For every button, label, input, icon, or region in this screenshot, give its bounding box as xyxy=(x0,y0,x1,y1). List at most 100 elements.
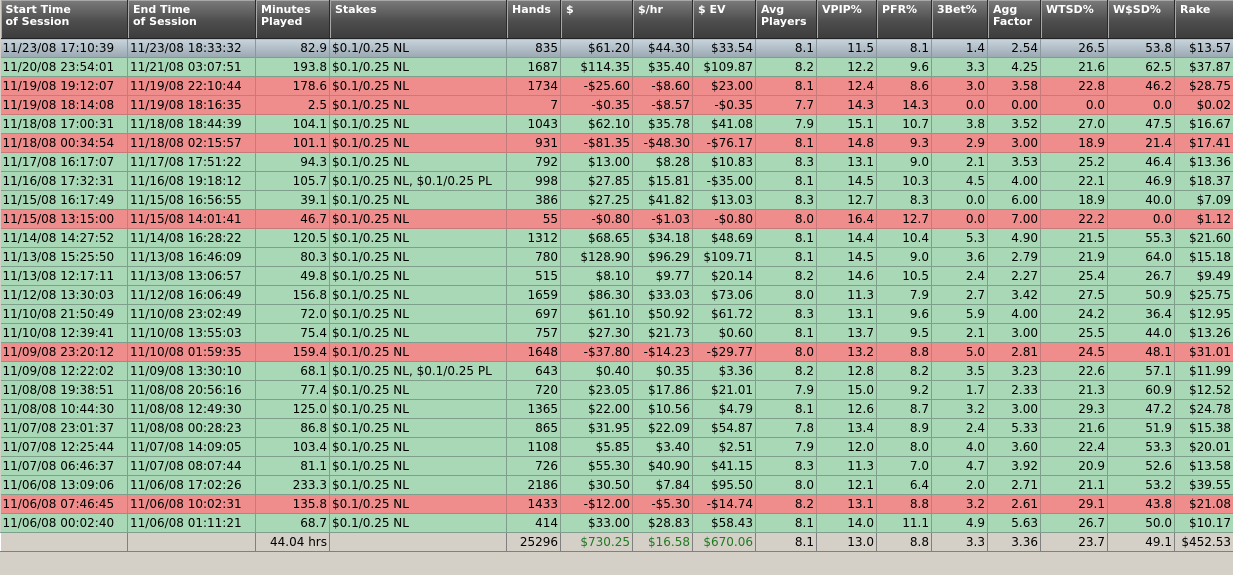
table-row[interactable]: 11/07/08 06:46:37 11/07/08 08:07:44 81.1 $0… xyxy=(0,456,1233,476)
cell-pfr: 10.7 xyxy=(876,114,932,134)
cell-rake: $18.37 xyxy=(1174,171,1233,191)
total-agg-factor: 3.36 xyxy=(987,532,1041,552)
cell-minutes-played: 68.1 xyxy=(255,361,330,381)
column-header-start-time[interactable]: Start Time of Session xyxy=(0,0,128,39)
cell-dollars: $62.10 xyxy=(560,114,633,134)
cell-end-time: 11/21/08 03:07:51 xyxy=(127,57,256,77)
table-row[interactable]: 11/06/08 13:09:06 11/06/08 17:02:26 233.3 $… xyxy=(0,475,1233,495)
cell-three-bet: 1.4 xyxy=(931,38,988,58)
cell-agg-factor: 0.00 xyxy=(987,95,1041,115)
cell-hands: 7 xyxy=(506,95,561,115)
table-row[interactable]: 11/10/08 12:39:41 11/10/08 13:55:03 75.4 $0… xyxy=(0,323,1233,343)
column-header-stakes[interactable]: Stakes xyxy=(329,0,507,39)
table-row[interactable]: 11/14/08 14:27:52 11/14/08 16:28:22 120.5 $… xyxy=(0,228,1233,248)
cell-hands: 386 xyxy=(506,190,561,210)
cell-start-time: 11/09/08 23:20:12 xyxy=(0,342,128,362)
column-header-sublabel: Factor xyxy=(993,15,1033,28)
table-row[interactable]: 11/09/08 12:22:02 11/09/08 13:30:10 68.1 $0… xyxy=(0,361,1233,381)
cell-start-time: 11/20/08 23:54:01 xyxy=(0,57,128,77)
table-row[interactable]: 11/19/08 19:12:07 11/19/08 22:10:44 178.6 $… xyxy=(0,76,1233,96)
cell-dollars-per-hour: -$1.03 xyxy=(632,209,693,229)
cell-rake: $12.95 xyxy=(1174,304,1233,324)
cell-rake: $21.08 xyxy=(1174,494,1233,514)
table-row[interactable]: 11/19/08 18:14:08 11/19/08 18:16:35 2.5 $0.… xyxy=(0,95,1233,115)
column-header-agg-factor[interactable]: Agg Factor xyxy=(987,0,1041,39)
table-row[interactable]: 11/08/08 10:44:30 11/08/08 12:49:30 125.0 $… xyxy=(0,399,1233,419)
column-header-three-bet[interactable]: 3Bet% xyxy=(931,0,988,39)
cell-dollars-per-hour: $8.28 xyxy=(632,152,693,172)
column-header-end-time[interactable]: End Time of Session xyxy=(127,0,256,39)
sessions-table: Start Time of Session End Time of Session Mi… xyxy=(0,0,1233,552)
cell-minutes-played: 80.3 xyxy=(255,247,330,267)
column-header-dollars-per-hour[interactable]: $/hr xyxy=(632,0,693,39)
cell-end-time: 11/06/08 01:11:21 xyxy=(127,513,256,533)
column-header-dollars-ev[interactable]: $ EV xyxy=(692,0,756,39)
column-header-hands[interactable]: Hands xyxy=(506,0,561,39)
table-row[interactable]: 11/13/08 12:17:11 11/13/08 13:06:57 49.8 $0… xyxy=(0,266,1233,286)
table-row[interactable]: 11/13/08 15:25:50 11/13/08 16:46:09 80.3 $0… xyxy=(0,247,1233,267)
cell-wtsd: 21.3 xyxy=(1040,380,1108,400)
cell-dollars-per-hour: -$8.57 xyxy=(632,95,693,115)
cell-agg-factor: 7.00 xyxy=(987,209,1041,229)
cell-agg-factor: 2.79 xyxy=(987,247,1041,267)
cell-minutes-played: 104.1 xyxy=(255,114,330,134)
cell-vpip: 14.5 xyxy=(816,247,877,267)
column-header-vpip[interactable]: VPIP% xyxy=(816,0,877,39)
table-row[interactable]: 11/20/08 23:54:01 11/21/08 03:07:51 193.8 $… xyxy=(0,57,1233,77)
table-row[interactable]: 11/07/08 12:25:44 11/07/08 14:09:05 103.4 $… xyxy=(0,437,1233,457)
cell-wsd: 53.3 xyxy=(1107,437,1175,457)
cell-three-bet: 0.0 xyxy=(931,209,988,229)
cell-three-bet: 2.1 xyxy=(931,323,988,343)
table-row[interactable]: 11/23/08 17:10:39 11/23/08 18:33:32 82.9 $0… xyxy=(0,38,1233,58)
cell-minutes-played: 193.8 xyxy=(255,57,330,77)
cell-dollars: -$12.00 xyxy=(560,494,633,514)
cell-vpip: 16.4 xyxy=(816,209,877,229)
column-header-minutes-played[interactable]: Minutes Played xyxy=(255,0,330,39)
cell-dollars-per-hour: $21.73 xyxy=(632,323,693,343)
cell-pfr: 10.4 xyxy=(876,228,932,248)
cell-pfr: 6.4 xyxy=(876,475,932,495)
cell-pfr: 9.5 xyxy=(876,323,932,343)
column-header-wtsd[interactable]: WTSD% xyxy=(1040,0,1108,39)
cell-agg-factor: 3.58 xyxy=(987,76,1041,96)
table-row[interactable]: 11/17/08 16:17:07 11/17/08 17:51:22 94.3 $0… xyxy=(0,152,1233,172)
cell-rake: $13.57 xyxy=(1174,38,1233,58)
table-row[interactable]: 11/07/08 23:01:37 11/08/08 00:28:23 86.8 $0… xyxy=(0,418,1233,438)
table-row[interactable]: 11/08/08 19:38:51 11/08/08 20:56:16 77.4 $0… xyxy=(0,380,1233,400)
cell-dollars: $27.85 xyxy=(560,171,633,191)
cell-dollars: $30.50 xyxy=(560,475,633,495)
table-row[interactable]: 11/10/08 21:50:49 11/10/08 23:02:49 72.0 $0… xyxy=(0,304,1233,324)
cell-dollars-per-hour: -$5.30 xyxy=(632,494,693,514)
column-header-avg-players[interactable]: Avg Players xyxy=(755,0,817,39)
cell-three-bet: 4.9 xyxy=(931,513,988,533)
table-row[interactable]: 11/15/08 16:17:49 11/15/08 16:56:55 39.1 $0… xyxy=(0,190,1233,210)
cell-rake: $16.67 xyxy=(1174,114,1233,134)
cell-stakes: $0.1/0.25 NL xyxy=(329,475,507,495)
table-row[interactable]: 11/06/08 00:02:40 11/06/08 01:11:21 68.7 $0… xyxy=(0,513,1233,533)
table-row[interactable]: 11/12/08 13:30:03 11/12/08 16:06:49 156.8 $… xyxy=(0,285,1233,305)
cell-stakes: $0.1/0.25 NL xyxy=(329,342,507,362)
column-header-dollars[interactable]: $ xyxy=(560,0,633,39)
table-row[interactable]: 11/18/08 00:34:54 11/18/08 02:15:57 101.1 $… xyxy=(0,133,1233,153)
cell-wsd: 52.6 xyxy=(1107,456,1175,476)
table-row[interactable]: 11/16/08 17:32:31 11/16/08 19:18:12 105.7 $… xyxy=(0,171,1233,191)
cell-start-time: 11/07/08 12:25:44 xyxy=(0,437,128,457)
cell-start-time: 11/19/08 19:12:07 xyxy=(0,76,128,96)
cell-dollars-ev: -$0.80 xyxy=(692,209,756,229)
column-header-pfr[interactable]: PFR% xyxy=(876,0,932,39)
table-row[interactable]: 11/15/08 13:15:00 11/15/08 14:01:41 46.7 $0… xyxy=(0,209,1233,229)
column-header-label: $/hr xyxy=(638,3,663,16)
cell-pfr: 8.2 xyxy=(876,361,932,381)
cell-rake: $31.01 xyxy=(1174,342,1233,362)
cell-three-bet: 2.4 xyxy=(931,418,988,438)
cell-dollars-ev: -$29.77 xyxy=(692,342,756,362)
column-header-label: $ EV xyxy=(698,3,726,16)
table-row[interactable]: 11/06/08 07:46:45 11/06/08 10:02:31 135.8 $… xyxy=(0,494,1233,514)
cell-dollars-per-hour: $50.92 xyxy=(632,304,693,324)
table-row[interactable]: 11/18/08 17:00:31 11/18/08 18:44:39 104.1 $… xyxy=(0,114,1233,134)
cell-hands: 1734 xyxy=(506,76,561,96)
cell-vpip: 11.3 xyxy=(816,456,877,476)
column-header-rake[interactable]: Rake xyxy=(1174,0,1233,39)
table-row[interactable]: 11/09/08 23:20:12 11/10/08 01:59:35 159.4 $… xyxy=(0,342,1233,362)
column-header-wsd[interactable]: W$SD% xyxy=(1107,0,1175,39)
